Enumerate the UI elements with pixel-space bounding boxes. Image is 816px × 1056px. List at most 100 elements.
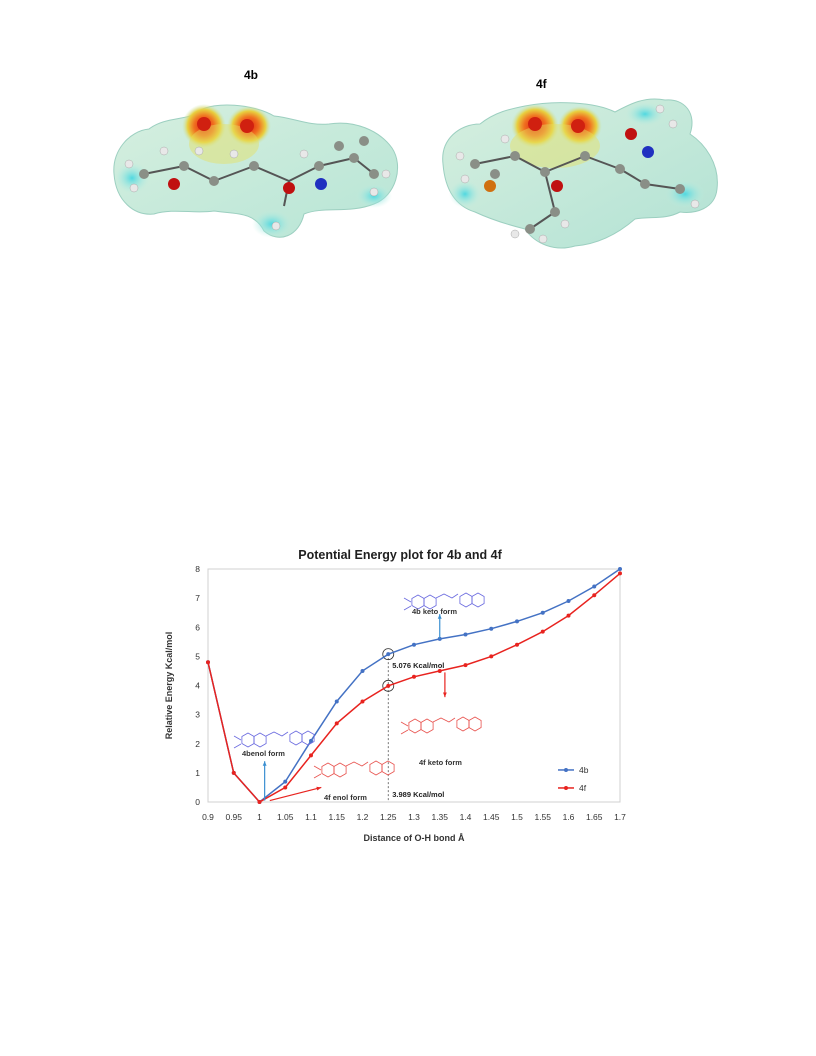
data-point-4b <box>334 699 339 704</box>
x-tick-label: 1.5 <box>511 812 523 822</box>
ring <box>420 718 434 734</box>
x-tick-label: 1.55 <box>534 812 551 822</box>
label-4f-enol: 4f enol form <box>324 793 367 802</box>
data-point-4f <box>206 660 210 665</box>
y-axis-label: Relative Energy Kcal/mol <box>164 632 174 740</box>
data-point-4b <box>283 779 288 784</box>
substituent <box>403 597 412 611</box>
data-point-4f <box>618 571 622 576</box>
data-point-4f <box>257 800 262 804</box>
data-point-4b <box>515 619 519 624</box>
x-tick-label: 0.95 <box>225 812 242 822</box>
arrow-4f-keto <box>443 672 447 698</box>
series-line-4b <box>207 568 621 804</box>
data-point-4f <box>566 613 571 618</box>
data-point-4b <box>309 738 313 743</box>
arrow-head <box>443 692 447 698</box>
structure-4b-enol <box>233 730 315 749</box>
x-tick-label: 1.3 <box>408 812 420 822</box>
arrow-head <box>437 614 442 619</box>
label-4b-enol: 4benol form <box>242 749 285 758</box>
arrow-shaft <box>269 786 322 802</box>
label-4f-keto: 4f keto form <box>419 758 462 767</box>
arrow-4b-keto <box>437 614 442 639</box>
x-tick-label: 1.2 <box>357 812 369 822</box>
ring <box>381 760 395 776</box>
x-tick-label: 0.9 <box>202 812 214 822</box>
substituent <box>233 735 242 749</box>
arrow-4f-enol <box>269 786 322 802</box>
ts-value-4f: 3.989 Kcal/mol <box>392 790 444 799</box>
y-tick-label: 4 <box>195 681 200 691</box>
y-tick-label: 7 <box>195 593 200 603</box>
data-point-4b <box>540 610 545 615</box>
data-point-4b <box>489 626 494 631</box>
data-point-4b <box>618 567 622 571</box>
data-point-4f <box>540 629 545 634</box>
chain <box>265 731 289 737</box>
data-point-4b <box>566 599 571 604</box>
data-point-4f <box>309 753 313 758</box>
structure-4f-keto <box>400 716 482 735</box>
data-point-4f <box>360 699 365 704</box>
y-tick-label: 2 <box>195 739 200 749</box>
ring <box>321 762 335 778</box>
ring <box>459 592 473 608</box>
plot-frame <box>207 568 621 803</box>
y-tick-label: 1 <box>195 768 200 778</box>
data-point-4f <box>334 721 339 726</box>
substituent <box>400 721 409 735</box>
data-point-4f <box>592 593 597 598</box>
y-tick-label: 0 <box>195 797 200 807</box>
y-tick-label: 5 <box>195 651 200 661</box>
legend-marker-4f <box>564 785 568 790</box>
ring <box>289 730 303 746</box>
y-tick-label: 8 <box>195 564 200 574</box>
ring <box>423 594 437 610</box>
chain <box>432 717 456 723</box>
y-tick-label: 3 <box>195 710 200 720</box>
data-point-4f <box>283 785 288 790</box>
y-tick-label: 6 <box>195 622 200 632</box>
x-tick-label: 1.4 <box>460 812 472 822</box>
label-4b-keto: 4b keto form <box>412 607 457 616</box>
substituent <box>313 765 322 779</box>
data-point-4b <box>463 632 468 637</box>
ts-circle-4b <box>382 648 395 661</box>
data-point-4f <box>463 663 468 668</box>
data-point-4b <box>592 584 597 589</box>
chain <box>345 761 369 767</box>
arrow-head <box>316 786 322 791</box>
ring <box>468 716 482 732</box>
x-tick-label: 1.15 <box>328 812 345 822</box>
x-tick-label: 1.65 <box>586 812 603 822</box>
ring <box>456 716 470 732</box>
ring <box>471 592 485 608</box>
x-tick-label: 1.35 <box>431 812 448 822</box>
data-point-4b <box>360 668 365 673</box>
ring <box>369 760 383 776</box>
data-point-4f <box>386 683 391 688</box>
data-point-4f <box>437 668 442 673</box>
data-point-4f <box>412 674 416 679</box>
mep-surface-4f <box>442 98 718 249</box>
x-tick-label: 1.1 <box>305 812 317 822</box>
chart-title: Potential Energy plot for 4b and 4f <box>298 548 502 562</box>
data-point-4f <box>231 770 236 775</box>
x-tick-label: 1.7 <box>614 812 626 822</box>
legend-label-4b: 4b <box>579 765 589 775</box>
structure-4b-keto <box>403 592 485 611</box>
structure-4f-enol <box>313 760 395 779</box>
ring <box>301 730 315 746</box>
molecule-label-4f: 4f <box>536 77 547 91</box>
potential-energy-chart: Potential Energy plot for 4b and 4f 0 1 2 3… <box>150 540 650 860</box>
chain <box>435 593 459 599</box>
x-tick-label: 1.05 <box>277 812 294 822</box>
chart-plot-area: 0 1 2 3 4 5 6 7 8 0.9 0.95 1 1.05 1.1 1.15 1.2 1.25 1.3 1.… <box>164 564 626 843</box>
x-tick-label: 1.25 <box>380 812 397 822</box>
ring <box>333 762 347 778</box>
ring <box>253 732 267 748</box>
data-point-4f <box>489 654 494 659</box>
data-point-4b <box>437 636 442 641</box>
x-tick-label: 1.45 <box>483 812 500 822</box>
